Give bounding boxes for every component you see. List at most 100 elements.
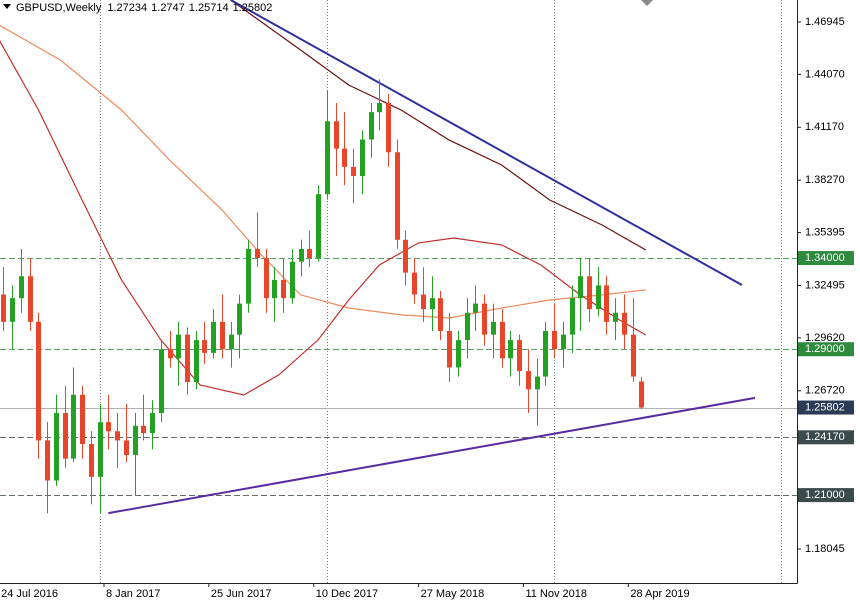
candle-body [543, 330, 548, 377]
candle-body [351, 166, 356, 176]
candle-body [604, 285, 609, 322]
candle-body [316, 194, 321, 259]
candle-body [561, 334, 566, 350]
candle-body [19, 276, 24, 299]
x-tick-label: 25 Jun 2017 [211, 588, 272, 600]
candle-body [369, 112, 374, 140]
level-box [798, 251, 854, 266]
candle-body [412, 272, 417, 295]
y-tick-label: 1.46945 [805, 16, 845, 28]
candle-body [334, 121, 339, 149]
candle-body [264, 258, 269, 299]
candle-body [168, 349, 173, 359]
level-box [798, 342, 854, 357]
x-tick-label: 24 Jul 2016 [1, 588, 58, 600]
trendline [108, 396, 756, 515]
current-price-box [798, 400, 854, 415]
x-tick-label: 8 Jan 2017 [106, 588, 160, 600]
candle-body [220, 321, 225, 350]
candle-body [482, 303, 487, 335]
candle-body [106, 422, 111, 432]
candle-body [421, 294, 426, 310]
trendline [230, 0, 743, 286]
level-label: 1.24170 [805, 431, 845, 443]
candle-body [54, 413, 59, 481]
candle-body [631, 334, 636, 377]
candle-body [10, 298, 15, 322]
candle-body [552, 330, 557, 350]
close-value: 1.25802 [233, 2, 273, 14]
x-tick-label: 28 Apr 2019 [630, 588, 689, 600]
y-tick-label: 1.44070 [805, 68, 845, 80]
candle-body [438, 298, 443, 331]
candle-body [622, 312, 627, 335]
candle-body [237, 303, 242, 335]
candle-body [508, 340, 513, 359]
candle-body [430, 298, 435, 310]
candle-body [596, 285, 601, 310]
open-value: 1.27234 [107, 2, 147, 14]
candle-body [246, 248, 251, 304]
menu-arrow [3, 4, 11, 9]
candle-body [360, 139, 365, 176]
x-tick-label: 11 Nov 2018 [525, 588, 587, 600]
candle-body [578, 276, 583, 299]
candle-body [115, 431, 120, 441]
grid-layer [0, 0, 797, 583]
candle-body [124, 440, 129, 455]
candle-body [185, 334, 190, 383]
x-tick-label: 27 May 2018 [421, 588, 485, 600]
chart-header: GBPUSD,Weekly 1.27234 1.2747 1.25714 1.25802 [16, 2, 272, 14]
candle-layer [1, 79, 644, 514]
y-tick-label: 1.38270 [805, 174, 845, 186]
current-price-label: 1.25802 [805, 401, 845, 413]
overlay-layer [0, 0, 756, 515]
y-tick-label: 1.29620 [805, 332, 845, 344]
candle-body [299, 248, 304, 262]
candle-body [202, 340, 207, 353]
candle-body [465, 312, 470, 341]
candle-body [159, 349, 164, 414]
candle-body [28, 276, 33, 322]
candle-body [36, 321, 41, 441]
candle-body [71, 394, 76, 459]
chart-title: GBPUSD,Weekly [16, 2, 102, 14]
candle-body [176, 334, 181, 359]
level-label: 1.29000 [805, 343, 845, 355]
level-label: 1.21000 [805, 489, 845, 501]
candle-body [89, 444, 94, 477]
candle-body [587, 276, 592, 310]
candle-body [447, 330, 452, 368]
candle-body [526, 371, 531, 390]
level-box [798, 488, 854, 503]
candle-body [1, 294, 6, 322]
candle-body [63, 413, 68, 459]
candle-body [473, 303, 478, 313]
candle-body [403, 239, 408, 273]
candle-body [639, 381, 644, 408]
scroll-marker [641, 0, 653, 6]
candle-body [150, 413, 155, 434]
moving-average [0, 40, 647, 396]
candle-body [281, 279, 286, 299]
candle-body [255, 248, 260, 259]
candle-body [342, 148, 347, 167]
candle-body [613, 312, 618, 322]
candle-body [535, 376, 540, 390]
level-label: 1.34000 [805, 252, 845, 264]
candle-body [290, 261, 295, 299]
candle-body [141, 425, 146, 434]
candle-body [307, 248, 312, 259]
candle-body [45, 440, 50, 481]
candle-body [500, 321, 505, 359]
y-tick-label: 1.41170 [805, 121, 844, 133]
candle-body [325, 121, 330, 195]
moving-average [230, 0, 647, 251]
candle-body [133, 425, 138, 455]
candle-body [377, 103, 382, 113]
low-value: 1.25714 [189, 2, 229, 14]
candle-body [517, 340, 522, 372]
candle-body [456, 340, 461, 368]
